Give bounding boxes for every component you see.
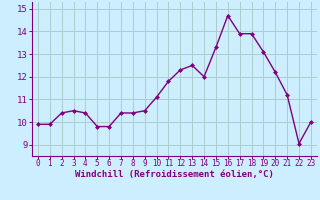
X-axis label: Windchill (Refroidissement éolien,°C): Windchill (Refroidissement éolien,°C) [75, 170, 274, 179]
